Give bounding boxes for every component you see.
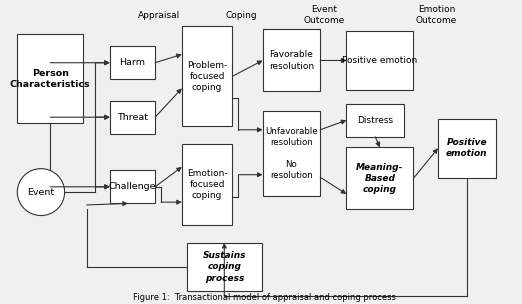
Text: Figure 1:  Transactional model of appraisal and coping process: Figure 1: Transactional model of apprais… [133,293,396,302]
Text: Unfavorable
resolution

No
resolution: Unfavorable resolution No resolution [265,127,318,180]
Text: Positive emotion: Positive emotion [342,56,418,65]
FancyBboxPatch shape [347,147,413,209]
FancyBboxPatch shape [110,101,155,134]
FancyBboxPatch shape [347,31,413,90]
Text: Sustains
coping
process: Sustains coping process [203,251,246,283]
FancyBboxPatch shape [17,34,83,123]
Text: Challenge: Challenge [109,182,156,191]
Text: Event
Outcome: Event Outcome [303,5,345,25]
Text: Threat: Threat [117,113,148,122]
FancyBboxPatch shape [110,46,155,79]
Text: Person
Characteristics: Person Characteristics [10,69,90,89]
Ellipse shape [17,169,65,216]
Text: Favorable
resolution: Favorable resolution [269,50,314,71]
Text: Positive
emotion: Positive emotion [446,138,488,158]
FancyBboxPatch shape [110,170,155,203]
Text: Meaning-
Based
coping: Meaning- Based coping [356,163,404,194]
FancyBboxPatch shape [347,104,404,137]
Text: Distress: Distress [357,116,393,125]
Text: Event: Event [27,188,54,197]
Text: Problem-
focused
coping: Problem- focused coping [187,61,227,92]
Text: Appraisal: Appraisal [138,11,180,20]
FancyBboxPatch shape [263,111,320,196]
Text: Emotion-
focused
coping: Emotion- focused coping [187,169,228,200]
FancyBboxPatch shape [182,144,232,225]
Text: Emotion
Outcome: Emotion Outcome [416,5,457,25]
FancyBboxPatch shape [187,243,262,291]
FancyBboxPatch shape [182,26,232,126]
FancyBboxPatch shape [438,119,495,178]
Text: Harm: Harm [120,58,146,67]
Text: Coping: Coping [225,11,257,20]
FancyBboxPatch shape [263,29,320,92]
